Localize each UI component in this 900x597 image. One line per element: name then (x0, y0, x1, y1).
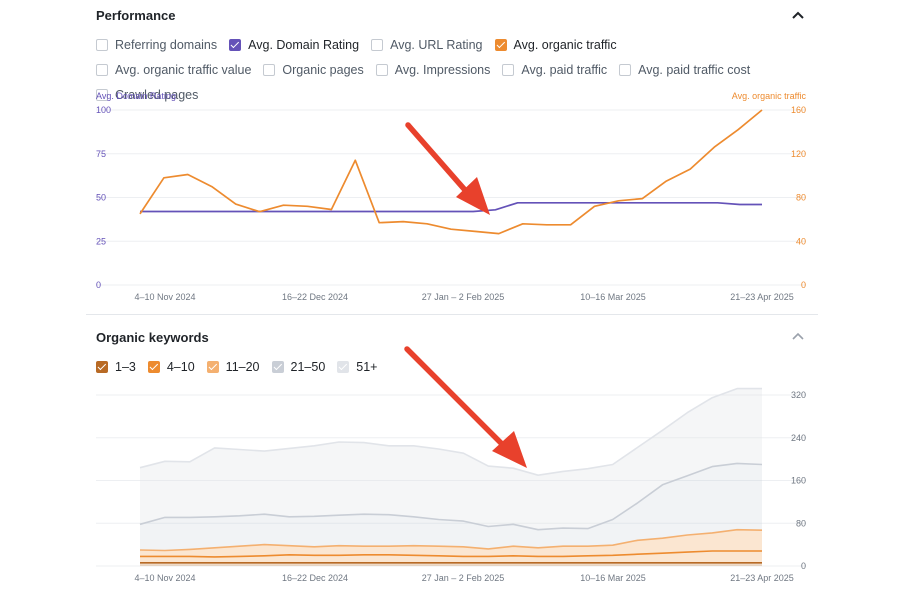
checkbox-label: Crawled pages (115, 87, 199, 102)
y-right-tick-label: 0 (801, 280, 806, 290)
checkbox-label: 4–10 (166, 359, 195, 374)
checkbox-unchecked-icon[interactable] (263, 63, 276, 76)
organic-keywords-title: Organic keywords (96, 330, 209, 345)
position-checkbox-1-3[interactable]: 1–3 (96, 354, 136, 379)
y-right-tick-label: 240 (791, 433, 806, 443)
checkbox-checked-icon[interactable] (337, 360, 350, 373)
area-line-51 (139, 387, 762, 476)
position-checkbox-21-50[interactable]: 21–50 (271, 354, 326, 379)
area-51 (140, 388, 762, 530)
x-tick-label: 10–16 Mar 2025 (580, 292, 646, 302)
y-right-tick-label: 160 (791, 105, 806, 115)
y-right-tick-label: 320 (791, 390, 806, 400)
x-tick-label: 21–23 Apr 2025 (730, 573, 794, 583)
checkbox-checked-icon[interactable] (96, 360, 108, 373)
y-right-tick-label: 120 (791, 149, 806, 159)
y-left-tick-label: 0 (96, 280, 101, 290)
y-left-tick-label: 100 (96, 105, 111, 115)
checkbox-label: Avg. paid traffic (521, 62, 608, 77)
area-11-20 (140, 529, 762, 557)
position-checkbox-11-20[interactable]: 11–20 (206, 354, 260, 379)
y-left-tick-label: 50 (96, 193, 106, 203)
metric-checkbox-crawled-pages[interactable]: Crawled pages (96, 82, 198, 107)
checkbox-checked-icon[interactable] (271, 360, 284, 373)
checkbox-label: 51+ (356, 359, 378, 374)
checkbox-label: 1–3 (115, 359, 136, 374)
metric-checkbox-avg-paid-traffic-cost[interactable]: Avg. paid traffic cost (619, 57, 750, 82)
series-line-avg-domain-rating (140, 201, 762, 213)
checkbox-label: Avg. organic traffic (513, 37, 617, 52)
checkbox-checked-icon[interactable] (206, 360, 219, 373)
x-tick-label: 4–10 Nov 2024 (134, 573, 195, 583)
x-tick-label: 16–22 Dec 2024 (282, 573, 348, 583)
y-right-tick-label: 160 (791, 476, 806, 486)
checkbox-unchecked-icon[interactable] (502, 63, 515, 76)
performance-chart: Avg. Domain Rating Avg. organic traffic02… (96, 91, 807, 302)
performance-metric-checkboxes: Referring domains Avg. Domain Rating Avg. … (96, 32, 776, 107)
checkbox-unchecked-icon[interactable] (619, 63, 632, 76)
metric-checkbox-avg-domain-rating[interactable]: Avg. Domain Rating (229, 32, 359, 57)
checkbox-label: Organic pages (282, 62, 364, 77)
organic-keywords-chart: 0 80 160 240 320 4–10 Nov 2024 16–22 Dec 2024 2… (96, 387, 806, 583)
y-right-tick-label: 40 (796, 236, 806, 246)
y-right-tick-label: 80 (796, 193, 806, 203)
x-tick-label: 21–23 Apr 2025 (730, 292, 794, 302)
checkbox-label: 11–20 (225, 359, 260, 374)
y-left-tick-label: 25 (96, 236, 106, 246)
checkbox-label: Referring domains (115, 37, 218, 52)
checkbox-checked-icon[interactable] (229, 38, 242, 51)
metric-checkbox-avg-organic-traffic-value[interactable]: Avg. organic traffic value (96, 57, 251, 82)
metric-checkbox-referring-domains[interactable]: Referring domains (96, 32, 217, 57)
checkbox-unchecked-icon[interactable] (96, 38, 108, 51)
checkbox-label: Avg. paid traffic cost (638, 62, 751, 77)
x-tick-label: 16–22 Dec 2024 (282, 292, 348, 302)
checkbox-checked-icon[interactable] (147, 360, 160, 373)
checkbox-checked-icon[interactable] (494, 38, 507, 51)
y-right-tick-label: 80 (796, 518, 806, 528)
area-21-50 (140, 463, 762, 551)
x-tick-label: 27 Jan – 2 Feb 2025 (422, 292, 505, 302)
metric-checkbox-avg-url-rating[interactable]: Avg. URL Rating (371, 32, 483, 57)
y-right-axis-title: Avg. organic traffic (732, 91, 807, 101)
position-checkbox-51[interactable]: 51+ (337, 354, 378, 379)
red-arrow-icon (405, 122, 490, 215)
section-divider (86, 314, 818, 315)
x-tick-label: 27 Jan – 2 Feb 2025 (422, 573, 505, 583)
position-checkboxes: 1–3 4–10 11–20 21–50 51+ (96, 354, 496, 379)
chevron-up-icon[interactable] (791, 329, 805, 343)
checkbox-label: 21–50 (290, 359, 326, 374)
checkbox-unchecked-icon[interactable] (375, 63, 388, 76)
area-line-11-20 (139, 528, 763, 552)
y-left-axis-title: Avg. Domain Rating (96, 91, 176, 101)
metric-checkbox-avg-paid-traffic[interactable]: Avg. paid traffic (502, 57, 607, 82)
checkbox-label: Avg. Domain Rating (248, 37, 360, 52)
x-tick-label: 10–16 Mar 2025 (580, 573, 646, 583)
checkbox-label: Avg. URL Rating (390, 37, 483, 52)
checkbox-unchecked-icon[interactable] (96, 88, 108, 101)
series-line-avg-organic-traffic (139, 109, 763, 235)
area-line-4-10 (140, 550, 762, 558)
red-arrow-icon (404, 346, 527, 468)
metric-checkbox-avg-impressions[interactable]: Avg. Impressions (375, 57, 491, 82)
checkbox-label: Avg. organic traffic value (115, 62, 252, 77)
position-checkbox-4-10[interactable]: 4–10 (147, 354, 195, 379)
chevron-up-icon[interactable] (791, 8, 805, 22)
checkbox-unchecked-icon[interactable] (96, 63, 108, 76)
y-right-tick-label: 0 (801, 561, 806, 571)
metric-checkbox-avg-organic-traffic[interactable]: Avg. organic traffic (494, 32, 617, 57)
x-tick-label: 4–10 Nov 2024 (134, 292, 195, 302)
y-left-tick-label: 75 (96, 149, 106, 159)
checkbox-unchecked-icon[interactable] (371, 38, 384, 51)
checkbox-label: Avg. Impressions (394, 62, 491, 77)
area-line-21-50 (139, 462, 763, 531)
performance-title: Performance (96, 8, 176, 23)
metric-checkbox-organic-pages[interactable]: Organic pages (263, 57, 364, 82)
